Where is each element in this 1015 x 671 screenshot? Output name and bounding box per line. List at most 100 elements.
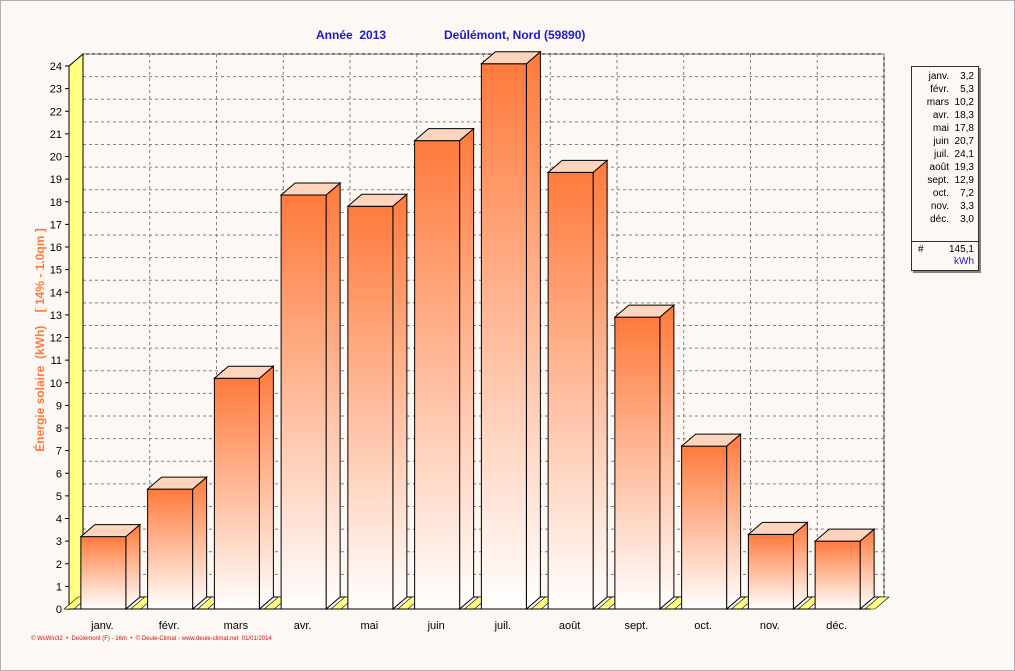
bar-side	[859, 528, 875, 611]
bar-top	[480, 51, 542, 65]
floor-tile	[864, 596, 890, 610]
bar-top	[546, 159, 609, 173]
legend-month: juil.	[933, 149, 949, 160]
x-tick-label: mai	[361, 620, 379, 632]
x-tick-label: avr.	[294, 620, 312, 632]
y-tick-label: 2	[56, 559, 62, 571]
bar-side	[459, 127, 475, 611]
bar-side	[792, 521, 808, 611]
bar-side	[192, 476, 208, 611]
y-tick-label: 21	[50, 129, 62, 141]
bar-side	[592, 159, 608, 611]
y-tick-label: 0	[56, 604, 62, 616]
y-tick-label: 19	[50, 174, 62, 186]
bar-top	[413, 128, 475, 142]
footer-credits: © WsWin32 • Deûlémont (F) - 16m • © Deul…	[31, 636, 272, 642]
x-tick-label: août	[559, 620, 580, 632]
bar-top	[813, 528, 876, 542]
bar	[747, 533, 794, 610]
legend-month: déc.	[930, 214, 949, 225]
legend-row: févr. 5,3	[912, 83, 978, 96]
legend-value: 12,9	[954, 175, 974, 186]
bar-side	[392, 193, 408, 611]
legend-divider	[912, 241, 978, 242]
y-tick-label: 16	[50, 242, 62, 254]
values-legend: janv. 3,2 févr. 5,3 mars 10,2 avr. 18,3 mai 17,8 j…	[911, 66, 979, 271]
left-axis-wall	[68, 52, 84, 611]
y-tick-label: 18	[50, 197, 62, 209]
legend-month: juin	[933, 136, 949, 147]
bar	[80, 536, 127, 610]
bar-side	[125, 523, 141, 611]
legend-value: 20,7	[954, 136, 974, 147]
bar	[480, 63, 527, 610]
legend-value: 24,1	[954, 149, 974, 160]
bar-top	[146, 476, 208, 490]
y-tick-label: 9	[56, 400, 62, 412]
legend-value: 3,2	[960, 71, 974, 82]
bar	[814, 540, 861, 610]
chart-title-year: Année 2013	[316, 28, 387, 42]
legend-month: févr.	[930, 84, 949, 95]
bar-top	[613, 304, 676, 318]
y-tick-label: 8	[56, 423, 62, 435]
legend-month: août	[929, 162, 949, 173]
y-tick-label: 6	[56, 468, 62, 480]
y-tick-label: 12	[50, 333, 62, 345]
x-tick-label: janv.	[90, 620, 113, 632]
bar-top	[79, 524, 142, 538]
legend-value: 3,0	[960, 214, 974, 225]
legend-month: oct.	[932, 188, 949, 199]
legend-row: avr. 18,3	[912, 109, 978, 122]
y-tick-label: 11	[51, 355, 62, 367]
legend-row: mai 17,8	[912, 122, 978, 135]
y-tick-label: 17	[50, 219, 62, 231]
bar-top	[680, 433, 742, 447]
legend-row: sept. 12,9	[912, 174, 978, 187]
legend-month: mars	[926, 97, 949, 108]
legend-row: nov. 3,3	[912, 200, 978, 213]
bar	[681, 445, 728, 610]
x-tick-label: oct.	[694, 620, 712, 632]
legend-value: 7,2	[960, 188, 974, 199]
bar-side	[726, 433, 742, 611]
bar	[547, 171, 594, 610]
y-tick-label: 3	[56, 536, 62, 548]
legend-row: juin 20,7	[912, 135, 978, 148]
x-tick-label: févr.	[159, 620, 180, 632]
legend-row: oct. 7,2	[912, 187, 978, 200]
x-tick-label: juil.	[494, 620, 512, 632]
y-tick-label: 14	[50, 287, 62, 299]
legend-month: sept.	[927, 175, 949, 186]
bar-side	[325, 181, 341, 611]
y-tick-label: 5	[56, 491, 62, 503]
bar	[347, 205, 394, 610]
x-tick-label: mars	[224, 620, 249, 632]
bar-side	[659, 304, 675, 611]
legend-value: 18,3	[954, 110, 974, 121]
legend-month: nov.	[930, 201, 949, 212]
x-tick-label: déc.	[826, 620, 847, 632]
legend-row: août 19,3	[912, 161, 978, 174]
y-tick-label: 7	[56, 446, 62, 458]
legend-value: 3,3	[960, 201, 974, 212]
y-tick-label: 24	[50, 61, 62, 73]
bar-top	[346, 193, 409, 207]
bar-side	[525, 50, 541, 611]
bar-top	[213, 365, 275, 379]
legend-month: avr.	[932, 110, 949, 121]
y-tick-label: 4	[56, 514, 62, 526]
y-tick-label: 23	[50, 84, 62, 96]
legend-total-symbol: #	[918, 244, 924, 255]
legend-total-unit: kWh	[954, 256, 974, 267]
bar-top	[279, 182, 342, 196]
legend-value: 5,3	[960, 84, 974, 95]
bar-side	[258, 365, 274, 611]
chart-title-location: Deûlémont, Nord (59890)	[444, 28, 586, 42]
legend-value: 19,3	[954, 162, 974, 173]
x-tick-label: nov.	[760, 620, 780, 632]
x-tick-label: sept.	[624, 620, 648, 632]
legend-month: janv.	[928, 71, 949, 82]
legend-value: 10,2	[954, 97, 974, 108]
bar	[213, 377, 260, 610]
